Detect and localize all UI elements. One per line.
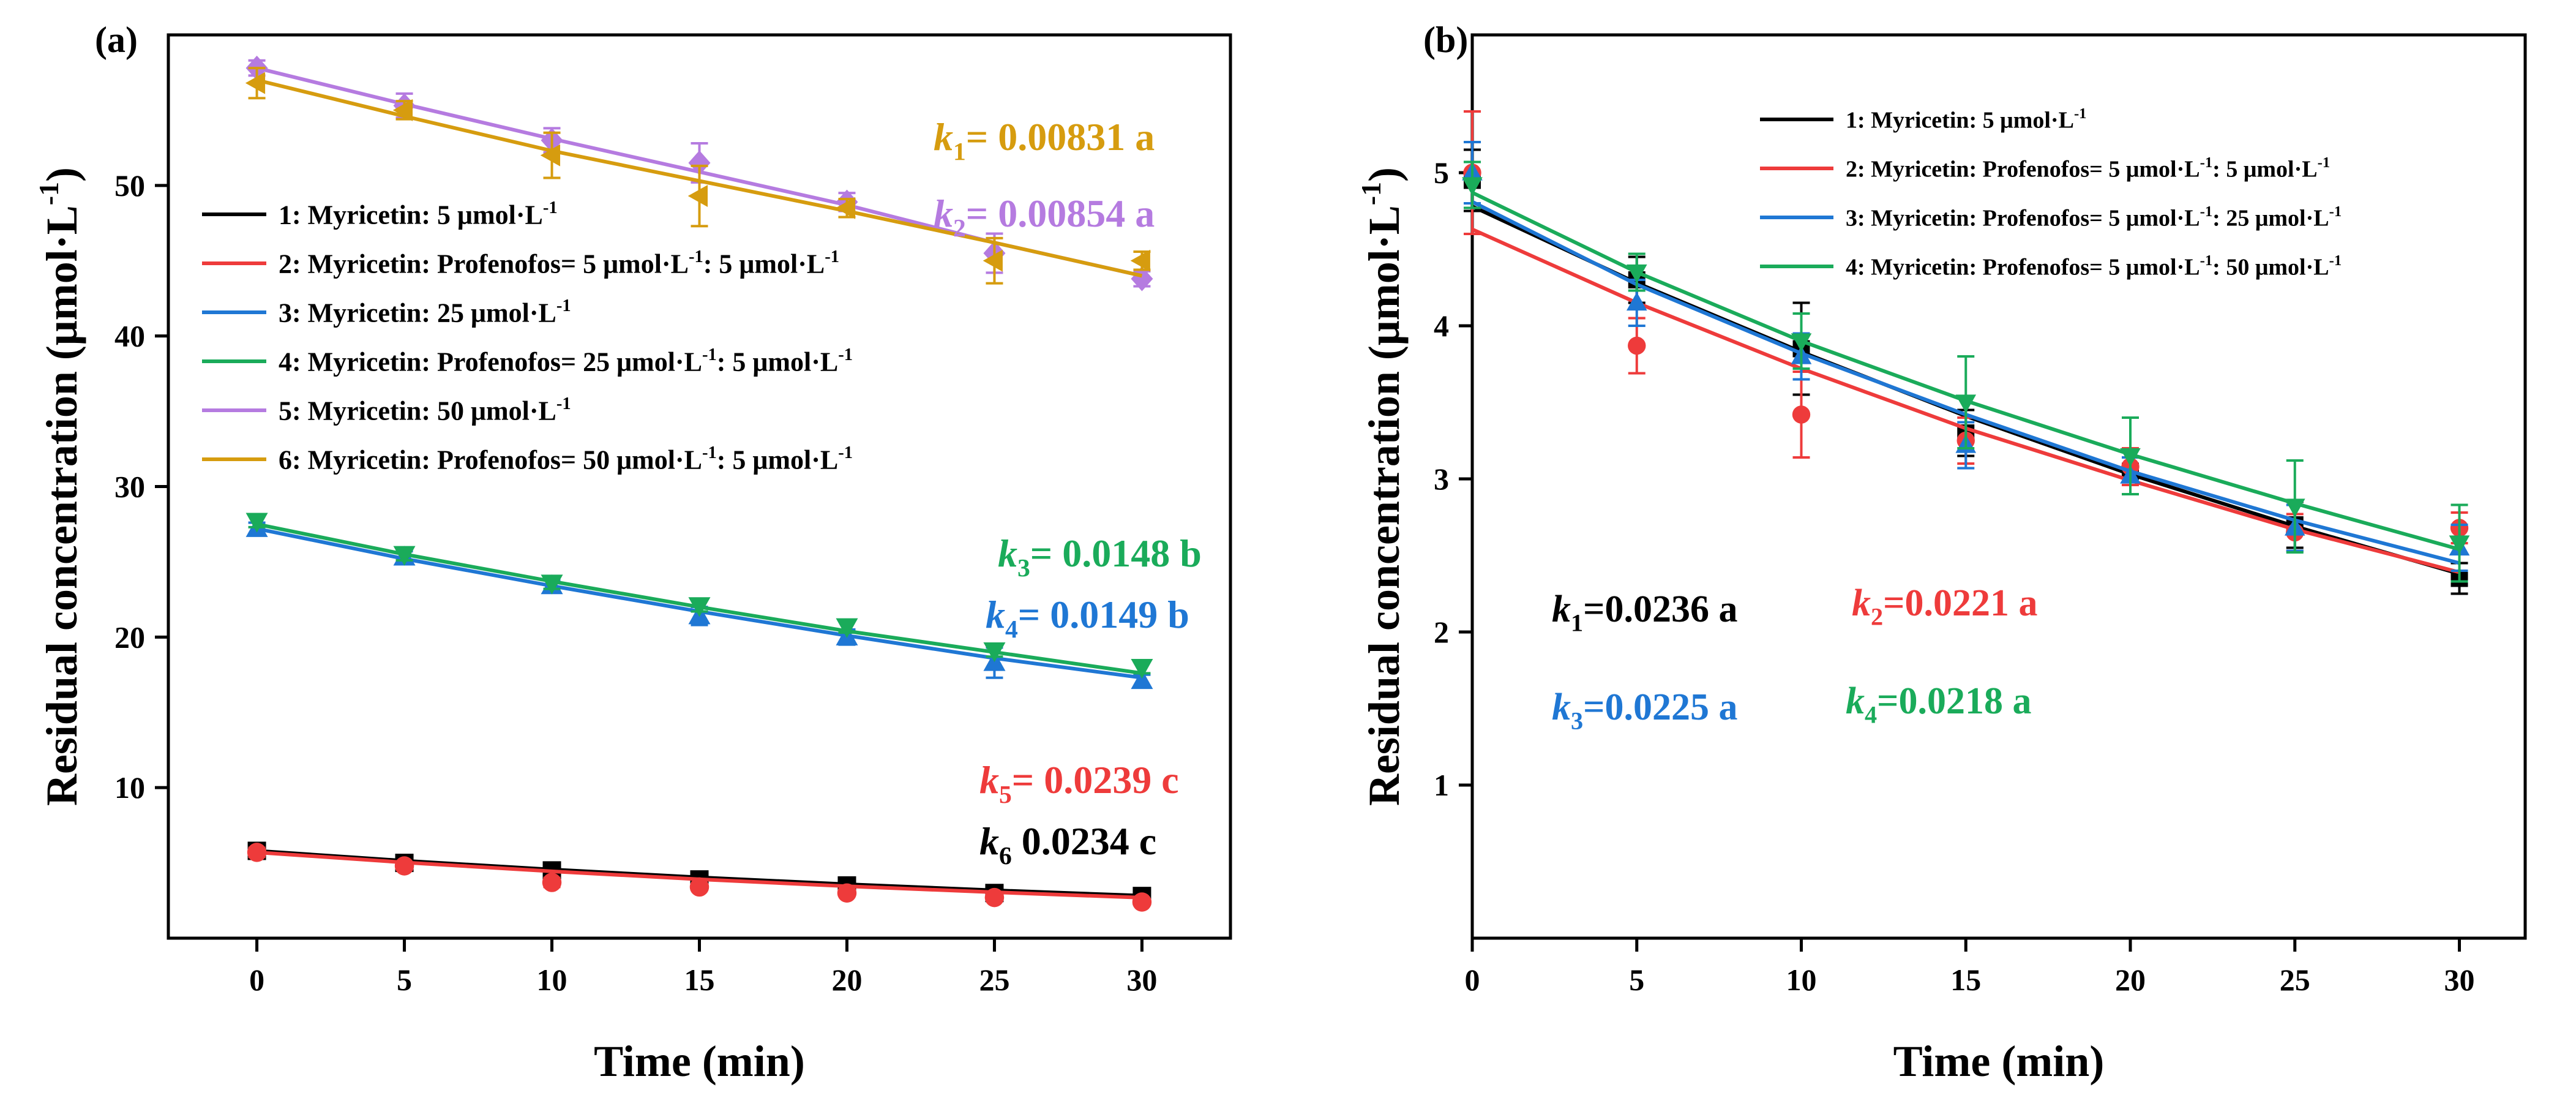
data-point <box>688 150 711 176</box>
legend-entry: 2: Myricetin: Profenofos= 5 μmol·L-1: 5 … <box>1846 154 2330 182</box>
data-point <box>836 618 858 638</box>
y-tick-label: 1 <box>1434 768 1449 802</box>
rate-constant-annotation: k2= 0.00854 a <box>934 192 1155 242</box>
rate-constant-annotation: k3= 0.0148 b <box>998 532 1202 582</box>
data-point <box>1626 264 1647 283</box>
chart-panel-b: (b) 0 5 10 15 20 25 30 1 2 3 4 5 Time (min) Residual c… <box>1355 20 2527 1086</box>
data-point <box>245 72 266 94</box>
legend-entry: 3: Myricetin: Profenofos= 5 μmol·L-1: 25… <box>1846 203 2342 231</box>
data-point <box>1628 336 1646 355</box>
data-point <box>2449 535 2470 554</box>
rate-constant-annotation: k5= 0.0239 c <box>979 758 1179 808</box>
x-tick-label: 25 <box>2280 963 2310 997</box>
chart-panel-a: (a) 0 5 10 15 20 25 30 10 20 30 40 50 Time (min) Resid… <box>33 20 1232 1086</box>
data-point <box>247 843 267 862</box>
panel-label: (b) <box>1423 20 1468 60</box>
legend-entry: 6: Myricetin: Profenofos= 50 μmol·L-1: 5… <box>279 443 853 475</box>
x-tick-label: 0 <box>1465 963 1480 997</box>
legend-entry: 1: Myricetin: 5 μmol·L-1 <box>1846 105 2087 133</box>
y-tick-label: 2 <box>1434 615 1449 649</box>
y-tick-label: 10 <box>114 770 145 805</box>
x-tick-label: 5 <box>397 963 412 997</box>
y-tick-label: 4 <box>1434 309 1449 343</box>
data-point <box>541 574 563 595</box>
data-point <box>983 249 1003 272</box>
x-tick-label: 20 <box>831 963 862 997</box>
y-tick-label: 50 <box>114 168 145 203</box>
data-point <box>1792 405 1811 424</box>
rate-constant-annotation: k6 0.0234 c <box>979 819 1156 870</box>
y-axis-label: Residual concentration (μmol·L-1) <box>1355 167 1409 806</box>
data-point <box>392 99 413 121</box>
legend-entry: 4: Myricetin: Profenofos= 5 μmol·L-1: 50… <box>1846 252 2342 280</box>
y-tick-label: 30 <box>114 470 145 504</box>
plot-frame <box>1470 33 2527 940</box>
x-axis-label: Time (min) <box>1893 1037 2105 1086</box>
data-point <box>983 642 1006 663</box>
rate-constant-annotation: k4= 0.0149 b <box>986 593 1189 643</box>
data-point <box>245 513 268 533</box>
x-tick-label: 0 <box>249 963 264 997</box>
rate-constant-annotation: k4=0.0218 a <box>1846 680 2032 729</box>
y-tick-label: 40 <box>114 319 145 353</box>
rate-constant-annotation: k1=0.0236 a <box>1552 588 1738 637</box>
y-tick-label: 20 <box>114 620 145 654</box>
data-point <box>835 197 855 219</box>
y-tick-label: 5 <box>1434 156 1449 190</box>
legend: 1: Myricetin: 5 μmol·L-1 2: Myricetin: Pr… <box>202 198 853 475</box>
legend: 1: Myricetin: 5 μmol·L-1 2: Myricetin: Pr… <box>1760 105 2342 280</box>
data-point <box>687 185 708 208</box>
x-tick-label: 10 <box>537 963 567 997</box>
x-tick-label: 20 <box>2115 963 2146 997</box>
data-point <box>393 546 416 566</box>
series-2 <box>247 843 1152 912</box>
y-axis-label: Residual concentration (μmol·L-1) <box>33 167 86 806</box>
series-4 <box>1462 160 2470 583</box>
data-point <box>1131 659 1153 679</box>
data-point <box>837 883 857 903</box>
data-point <box>1130 249 1150 272</box>
data-point <box>1626 292 1647 311</box>
data-point <box>394 856 414 876</box>
x-tick-label: 30 <box>1126 963 1157 997</box>
data-point <box>2284 498 2305 517</box>
data-point <box>1462 177 1483 196</box>
data-point <box>2120 448 2141 467</box>
data-point <box>542 873 562 892</box>
x-tick-label: 30 <box>2444 963 2475 997</box>
x-axis-label: Time (min) <box>594 1037 805 1086</box>
data-point <box>1791 333 1812 352</box>
x-tick-label: 10 <box>1786 963 1817 997</box>
legend-entry: 4: Myricetin: Profenofos= 25 μmol·L-1: 5… <box>279 345 853 377</box>
data-point <box>689 877 710 897</box>
data-point <box>1132 892 1152 912</box>
legend-entry: 2: Myricetin: Profenofos= 5 μmol·L-1: 5 … <box>279 247 839 279</box>
rate-constant-annotation: k2=0.0221 a <box>1852 582 2038 631</box>
series-4 <box>245 513 1153 679</box>
panel-label: (a) <box>95 20 138 60</box>
data-point <box>1131 669 1153 690</box>
y-tick-label: 3 <box>1434 462 1449 496</box>
legend-entry: 3: Myricetin: 25 μmol·L-1 <box>279 296 571 328</box>
series-6 <box>245 67 1151 285</box>
data-point <box>984 887 1005 908</box>
x-tick-label: 25 <box>979 963 1009 997</box>
x-tick-label: 15 <box>684 963 715 997</box>
x-tick-label: 15 <box>1950 963 1981 997</box>
data-point <box>1955 394 1977 413</box>
rate-constant-annotation: k1= 0.00831 a <box>934 115 1155 165</box>
rate-constant-annotation: k3=0.0225 a <box>1552 686 1738 735</box>
legend-entry: 1: Myricetin: 5 μmol·L-1 <box>279 198 558 230</box>
legend-entry: 5: Myricetin: 50 μmol·L-1 <box>279 394 571 426</box>
data-point <box>688 597 711 617</box>
data-point <box>540 144 561 167</box>
data-point <box>1131 266 1153 291</box>
x-tick-label: 5 <box>1629 963 1644 997</box>
